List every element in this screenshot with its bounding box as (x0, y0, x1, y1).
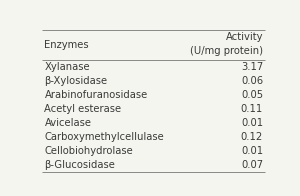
Text: Carboxymethylcellulase: Carboxymethylcellulase (44, 132, 164, 142)
Text: Cellobiohydrolase: Cellobiohydrolase (44, 146, 133, 156)
Text: β-Xylosidase: β-Xylosidase (44, 76, 108, 86)
Text: 0.07: 0.07 (241, 160, 263, 170)
Text: β-Glucosidase: β-Glucosidase (44, 160, 115, 170)
Text: Enzymes: Enzymes (44, 40, 89, 50)
Text: (U/mg protein): (U/mg protein) (190, 46, 263, 56)
Text: Activity: Activity (226, 32, 263, 42)
Text: 0.01: 0.01 (241, 118, 263, 128)
Text: Xylanase: Xylanase (44, 62, 90, 72)
Text: 0.01: 0.01 (241, 146, 263, 156)
Text: Avicelase: Avicelase (44, 118, 92, 128)
Text: 0.11: 0.11 (241, 104, 263, 114)
Text: 0.12: 0.12 (241, 132, 263, 142)
Text: 0.06: 0.06 (241, 76, 263, 86)
Text: 0.05: 0.05 (241, 90, 263, 100)
Text: Arabinofuranosidase: Arabinofuranosidase (44, 90, 148, 100)
Text: 3.17: 3.17 (241, 62, 263, 72)
Text: Acetyl esterase: Acetyl esterase (44, 104, 122, 114)
